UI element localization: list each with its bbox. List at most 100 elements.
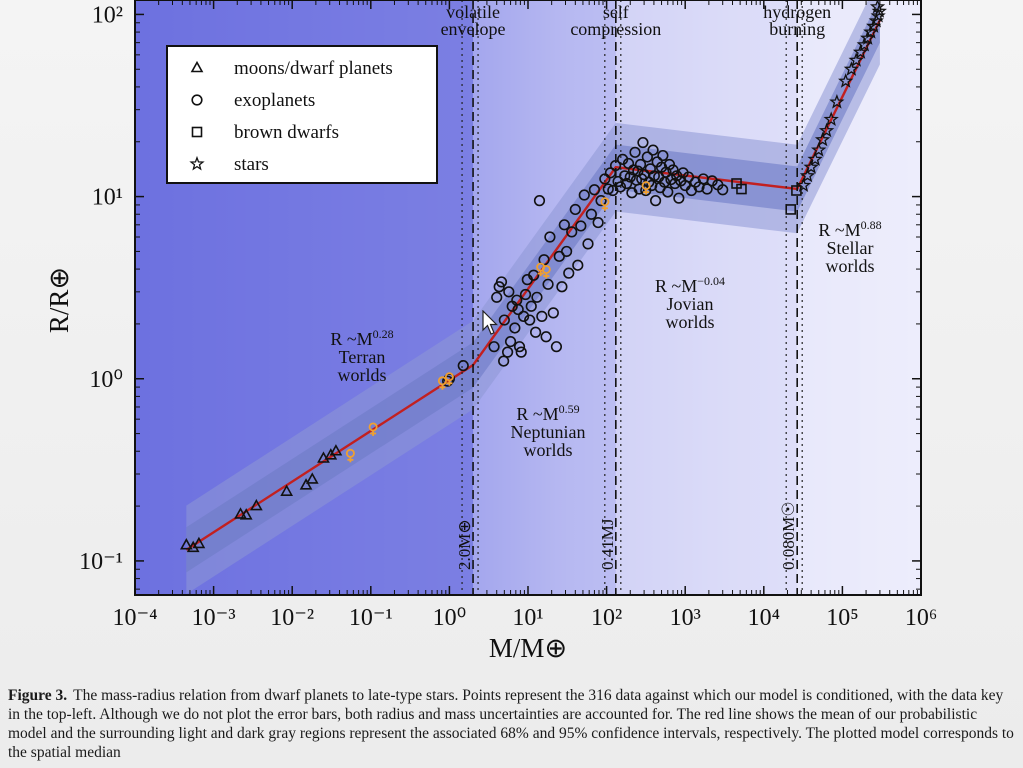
series-planet-symbol — [345, 181, 651, 463]
exoplanet-point — [488, 341, 500, 353]
exoplanet-point — [582, 238, 594, 250]
x-tick-label: 10³ — [670, 605, 701, 631]
series-star — [795, 0, 887, 192]
exoplanet-point — [578, 189, 590, 201]
moon-point — [329, 444, 343, 456]
exoplanet-point — [540, 331, 552, 343]
x-tick-label: 10² — [591, 605, 622, 631]
star-point — [189, 155, 205, 171]
exoplanet-point — [515, 346, 527, 358]
moon-point — [179, 538, 193, 550]
transition-side-label: 2.0M⊕ — [455, 519, 474, 570]
regime-name: Terran — [339, 347, 386, 367]
regime-name: Jovian — [667, 294, 714, 314]
solar-system-point — [345, 448, 355, 463]
band-68 — [186, 0, 880, 573]
figure: 10⁻⁴ 10⁻³ 10⁻² 10⁻¹ 10⁰ 10¹ 10² 10³ 10⁴ 10⁵ 10⁶ 10⁻… — [44, 0, 937, 663]
x-tick-label: 10⁴ — [748, 605, 780, 631]
legend-box — [166, 45, 438, 184]
exoplanet-point — [550, 341, 563, 353]
transition-top-label: hydrogen — [763, 2, 831, 22]
exoplanet-point — [556, 281, 568, 293]
star-point — [810, 142, 827, 157]
brown-dwarf-point — [736, 183, 747, 195]
star-point — [838, 73, 854, 88]
exoplanet-point — [536, 310, 548, 322]
regime-suffix: worlds — [338, 365, 387, 385]
exoplanet-point — [501, 346, 514, 358]
transition-top-label: volatile — [446, 2, 500, 22]
moon-point — [299, 478, 313, 490]
star-point — [814, 131, 831, 147]
exoplanet-point — [701, 183, 713, 195]
exoplanet-point — [649, 195, 662, 207]
exoplanet-point — [595, 195, 607, 207]
region-jovian — [615, 0, 798, 595]
exoplanet-point — [498, 355, 510, 367]
exoplanet-point — [563, 267, 575, 279]
exoplanet-point — [513, 341, 526, 353]
x-tick-label: 10¹ — [512, 605, 543, 631]
exoplanet-point — [509, 322, 521, 334]
star-point — [829, 94, 845, 109]
exoplanet-point — [533, 195, 546, 207]
star-point — [823, 111, 839, 126]
moon-point — [305, 472, 319, 484]
regime-suffix: worlds — [826, 256, 875, 276]
regime-suffix: worlds — [524, 440, 573, 460]
series-square — [731, 178, 802, 215]
exoplanet-point — [572, 259, 584, 271]
exoplanet-point — [621, 177, 633, 190]
exoplanet-point — [498, 314, 510, 326]
exoplanet-point — [544, 231, 556, 243]
brown-dwarf-point — [191, 126, 203, 138]
caption-text: The mass-radius relation from dwarf plan… — [8, 687, 1014, 761]
exoplanet-point — [519, 288, 532, 301]
legend-label: brown dwarfs — [234, 122, 339, 143]
legend-label: exoplanets — [234, 90, 315, 111]
exoplanet-point — [569, 203, 581, 216]
exoplanet-point — [599, 173, 611, 185]
exoplanet-point — [561, 245, 573, 258]
exoplanet-point — [619, 170, 631, 182]
exoplanet-point — [528, 269, 540, 281]
axes: 10⁻⁴ 10⁻³ 10⁻² 10⁻¹ 10⁰ 10¹ 10² 10³ 10⁴ 10⁵ 10⁶ 10⁻… — [44, 0, 937, 663]
solar-system-point — [541, 264, 551, 279]
exoplanet-point — [525, 300, 537, 312]
exoplanet-point — [662, 186, 674, 198]
exoplanet-point — [575, 220, 587, 232]
legend: moons/dwarf planets exoplanets brown dwarf… — [166, 45, 438, 184]
y-axis-label: R/R⊕ — [44, 267, 74, 333]
exoplanet-point — [629, 146, 641, 158]
exoplanet-point — [667, 164, 679, 176]
legend-label: stars — [234, 154, 269, 175]
transition-side-label: 0.41MJ — [598, 518, 617, 570]
y-tick-label: 10² — [92, 2, 123, 28]
exoplanet-point — [624, 171, 636, 183]
star-point — [799, 167, 816, 183]
mass-radius-chart: 10⁻⁴ 10⁻³ 10⁻² 10⁻¹ 10⁰ 10¹ 10² 10³ 10⁴ 10⁵ 10⁶ 10⁻… — [44, 0, 937, 663]
solar-system-point — [437, 376, 447, 390]
star-point — [848, 52, 864, 67]
exoplanet-point — [504, 335, 517, 348]
transition-lines — [461, 0, 803, 595]
series-circle — [442, 136, 729, 387]
series-triangle — [179, 444, 343, 553]
moon-point — [250, 498, 263, 511]
exoplanet-point — [648, 170, 660, 182]
exoplanet-point — [518, 310, 530, 322]
exoplanet-point — [669, 177, 681, 190]
y-tick-label: 10⁰ — [89, 367, 123, 393]
x-tick-label: 10⁻⁴ — [112, 605, 157, 631]
transition-top-label: self — [603, 2, 629, 22]
transition-top-label: burning — [769, 19, 825, 39]
solar-system-point — [641, 181, 651, 195]
exoplanet-point — [191, 94, 203, 106]
brown-dwarf-point — [785, 204, 797, 215]
exoplanet-point — [495, 276, 508, 288]
exoplanet-point — [547, 307, 559, 319]
exoplanet-point — [592, 216, 604, 229]
transition-top-label: compression — [570, 19, 661, 39]
caption-label: Figure 3. — [8, 687, 68, 704]
exoplanet-point — [585, 208, 597, 220]
